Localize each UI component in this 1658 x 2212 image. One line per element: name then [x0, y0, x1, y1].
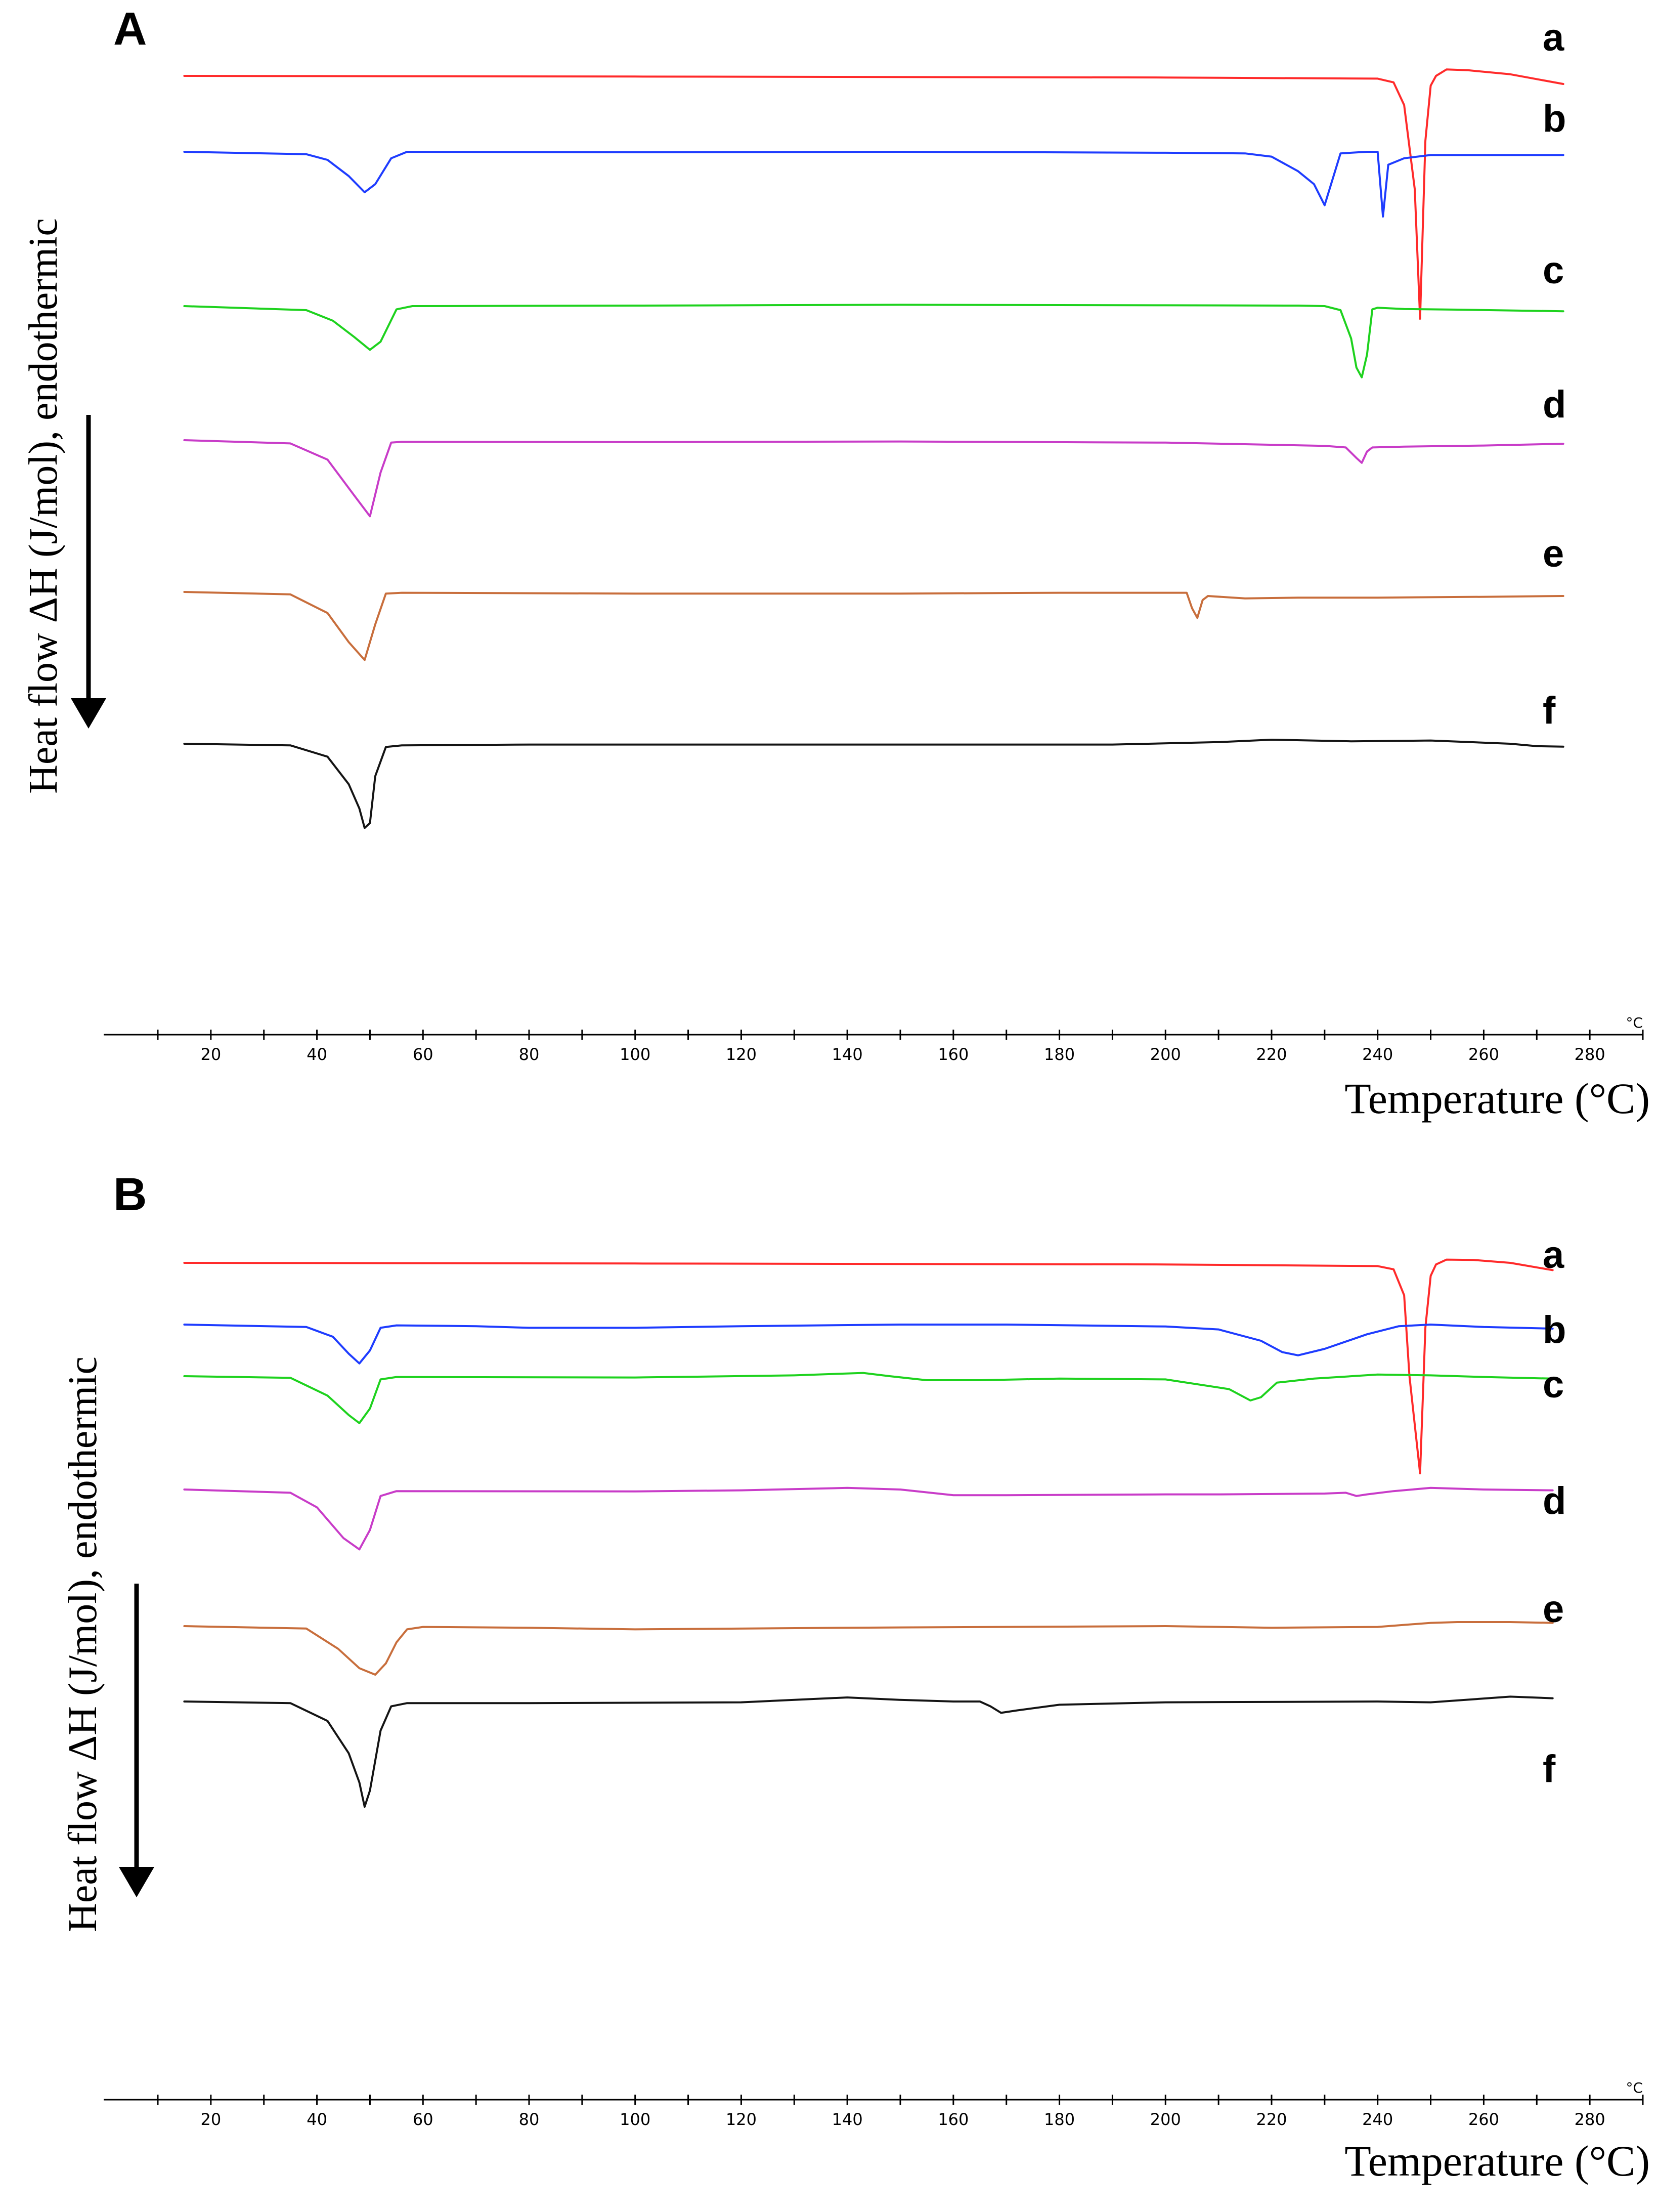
panel-a-curves [183, 68, 1564, 829]
series-d-label: d [1543, 1479, 1566, 1522]
x-tick-label: 140 [832, 2110, 863, 2129]
series-e-line [183, 1621, 1554, 1676]
x-tick-label: 120 [726, 1045, 757, 1064]
series-e-label: e [1543, 532, 1564, 575]
panel-a-x-axis: 20 40 60 80 100 120 140 160 180 200 220 240 260 280 °C [104, 1014, 1644, 1064]
series-f-line [183, 1695, 1554, 1808]
x-tick-label: 80 [519, 1045, 540, 1064]
x-tick-label: 160 [938, 2110, 969, 2129]
x-axis-unit: °C [1626, 2079, 1643, 2096]
series-b-label: b [1543, 1308, 1566, 1351]
series-a-line [183, 1258, 1554, 1474]
panel-a-series-labels: ab c d e f [1543, 16, 1566, 732]
x-tick-label: 240 [1362, 1045, 1393, 1064]
panel-b-x-axis: 20 40 60 80 100 120 140 160 180 200 220 240 260 280 °C [104, 2079, 1644, 2129]
x-tick-label: 260 [1468, 2110, 1499, 2129]
panel-a-x-axis-label: Temperature (°C) [1344, 1074, 1650, 1123]
x-tick-label: 180 [1044, 2110, 1075, 2129]
x-tick-label: 240 [1362, 2110, 1393, 2129]
series-b-line [183, 151, 1564, 218]
series-a-label: a [1543, 1233, 1564, 1277]
series-f-label: f [1543, 1748, 1556, 1791]
panel-b-label: B [113, 1169, 147, 1220]
panel-b-endotherm-arrow-head [119, 1867, 154, 1897]
series-c-line [183, 1372, 1554, 1424]
series-e-line [183, 591, 1564, 661]
x-tick-label: 60 [413, 1045, 433, 1064]
x-tick-label: 220 [1256, 2110, 1287, 2129]
x-tick-label: 120 [726, 2110, 757, 2129]
x-tick-label: 100 [620, 2110, 650, 2129]
x-tick-label: 220 [1256, 1045, 1287, 1064]
x-tick-label: 60 [413, 2110, 433, 2129]
x-axis-unit: °C [1626, 1014, 1643, 1031]
series-b-line [183, 1324, 1554, 1365]
series-d-line [183, 439, 1564, 518]
panel-a-label: A [113, 3, 147, 55]
x-tick-label: 260 [1468, 1045, 1499, 1064]
x-tick-label: 40 [307, 1045, 327, 1064]
panel-b-series-labels: abc d e f [1543, 1233, 1566, 1791]
series-d-label: d [1543, 383, 1566, 426]
x-tick-label: 100 [620, 1045, 650, 1064]
panel-a-endotherm-arrow-head [71, 698, 106, 729]
x-tick-label: 200 [1150, 1045, 1181, 1064]
x-tick-label: 160 [938, 1045, 969, 1064]
x-tick-label: 140 [832, 1045, 863, 1064]
panel-a-y-axis-label: Heat flow ΔH (J/mol), endothermic [21, 218, 66, 794]
x-tick-label: 80 [519, 2110, 540, 2129]
x-tick-label: 20 [200, 2110, 221, 2129]
series-c-label: c [1543, 1363, 1564, 1406]
x-tick-label: 280 [1575, 1045, 1605, 1064]
series-d-line [183, 1486, 1554, 1551]
x-tick-label: 200 [1150, 2110, 1181, 2129]
series-f-line [183, 739, 1564, 829]
x-tick-label: 40 [307, 2110, 327, 2129]
x-tick-label: 280 [1575, 2110, 1605, 2129]
series-e-label: e [1543, 1588, 1564, 1631]
series-c-line [183, 304, 1564, 378]
x-tick-label: 20 [200, 1045, 221, 1064]
series-c-label: c [1543, 249, 1564, 292]
panel-b-curves [183, 1258, 1554, 1808]
x-tick-label: 180 [1044, 1045, 1075, 1064]
series-a-label: a [1543, 16, 1564, 59]
series-f-label: f [1543, 689, 1556, 732]
panel-b: B Heat flow ΔH (J/mol), endothermic abc d… [61, 1169, 1650, 2185]
panel-b-y-axis-label: Heat flow ΔH (J/mol), endothermic [61, 1356, 105, 1932]
panel-a: A Heat flow ΔH (J/mol), endothermic ab c d… [21, 3, 1650, 1123]
series-b-label: b [1543, 97, 1566, 140]
panel-b-x-axis-label: Temperature (°C) [1344, 2137, 1650, 2185]
series-a-line [183, 68, 1564, 320]
